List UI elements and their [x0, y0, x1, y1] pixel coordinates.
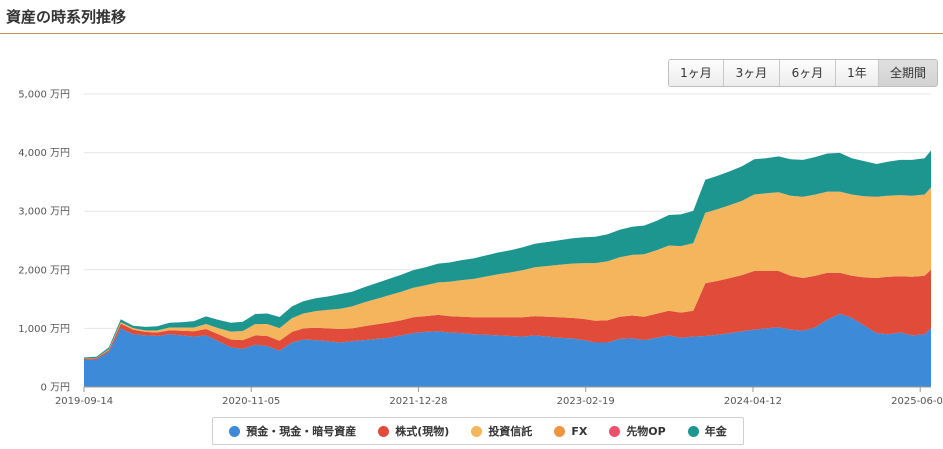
range-6-month-button[interactable]: 6ヶ月	[780, 60, 836, 86]
range-selector: 1ヶ月 3ヶ月 6ヶ月 1年 全期間	[668, 59, 938, 87]
x-tick-label: 2024-04-12	[724, 396, 782, 407]
legend-item-funds[interactable]: 投資信託	[471, 423, 532, 439]
legend-label-futures: 先物OP	[626, 425, 666, 438]
area-series-1	[84, 269, 931, 360]
y-tick-label: 3,000 万円	[18, 207, 70, 218]
title-divider	[0, 33, 943, 34]
x-tick-label: 2023-02-19	[557, 396, 615, 407]
area-series-0	[84, 313, 931, 387]
legend-item-fx[interactable]: FX	[554, 425, 587, 438]
x-tick-label: 2020-11-05	[222, 396, 280, 407]
y-tick-label: 1,000 万円	[18, 324, 70, 335]
legend-label-pension: 年金	[704, 425, 727, 438]
legend-marker-funds	[471, 425, 483, 437]
area-series-4	[84, 187, 931, 359]
legend-label-funds: 投資信託	[488, 425, 533, 438]
legend-marker-pension	[687, 425, 699, 437]
area-series-2	[84, 187, 931, 359]
legend-label-stocks: 株式(現物)	[395, 425, 450, 438]
y-tick-label: 4,000 万円	[18, 148, 70, 159]
legend-label-cash: 預金・現金・暗号資産	[246, 425, 357, 438]
range-3-month-button[interactable]: 3ヶ月	[724, 60, 780, 86]
range-1-month-button[interactable]: 1ヶ月	[669, 60, 724, 86]
area-series-5	[84, 150, 931, 359]
grid-lines	[84, 93, 931, 388]
legend-item-futures[interactable]: 先物OP	[609, 423, 666, 439]
legend-marker-stocks	[378, 425, 390, 437]
legend-marker-fx	[554, 425, 566, 437]
legend-item-stocks[interactable]: 株式(現物)	[378, 423, 449, 439]
range-1-year-button[interactable]: 1年	[836, 60, 879, 86]
area-series	[84, 150, 931, 387]
range-all-button[interactable]: 全期間	[879, 60, 937, 86]
x-tick-label: 2025-06-04	[891, 396, 943, 407]
legend-item-cash[interactable]: 預金・現金・暗号資産	[229, 423, 356, 439]
y-tick-label: 5,000 万円	[18, 90, 70, 101]
axes: 0 万円 1,000 万円 2,000 万円 3,000 万円 4,000 万円 5,00…	[18, 90, 943, 408]
page-title: 資産の時系列推移	[6, 8, 127, 26]
x-tick-label: 2019-09-14	[55, 396, 113, 407]
legend-marker-futures	[609, 425, 621, 437]
x-tick-label: 2021-12-28	[389, 396, 447, 407]
area-series-3	[84, 187, 931, 359]
legend-label-fx: FX	[571, 424, 588, 438]
y-tick-label: 2,000 万円	[18, 265, 70, 276]
y-tick-label: 0 万円	[40, 383, 70, 394]
legend-marker-cash	[229, 425, 241, 437]
chart-legend: 預金・現金・暗号資産 株式(現物) 投資信託 FX 先物OP 年金	[212, 417, 744, 445]
legend-item-pension[interactable]: 年金	[687, 423, 727, 439]
